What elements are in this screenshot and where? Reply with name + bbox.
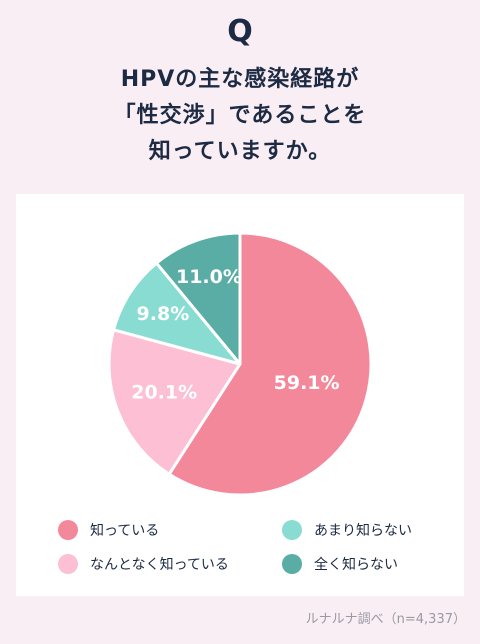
question-line-2: 「性交渉」であることを [113,103,367,128]
pie-slice-0 [167,231,373,497]
pie-slice-2 [112,261,242,366]
question-line-1: HPVの主な感染経路が [120,67,360,92]
pie-slice-3 [154,231,242,366]
chart-card: 59.1% 20.1% 9.8% 11.0% 知っている あまり知らない なんとなく知… [16,194,464,596]
q-mark: Q [227,14,253,49]
pie-label-0: 59.1% [274,372,340,394]
pie-label-2: 9.8% [137,303,190,325]
pie-label-3: 11.0% [176,266,242,288]
legend-item-3: 全く知らない [282,554,398,574]
pie-slice-1 [107,328,242,476]
legend-label-0: 知っている [90,523,160,539]
legend-item-1: あまり知らない [282,520,412,540]
legend-label-2: なんとなく知っている [90,557,229,573]
source-note: ルナルナ調べ（n=4,337） [305,612,466,627]
pie-chart: 59.1% 20.1% 9.8% 11.0% [107,231,373,497]
pie-label-1: 20.1% [131,382,197,404]
legend-label-1: あまり知らない [314,523,412,539]
legend-swatch-2 [58,554,78,574]
question-line-3: 知っていますか。 [148,139,332,164]
legend-swatch-1 [282,520,302,540]
question: HPVの主な感染経路が 「性交渉」であることを 知っていますか。 [0,62,480,170]
legend-swatch-0 [58,520,78,540]
legend-swatch-3 [282,554,302,574]
legend-item-2: なんとなく知っている [58,554,229,574]
legend-item-0: 知っている [58,520,159,540]
legend-label-3: 全く知らない [314,557,398,573]
